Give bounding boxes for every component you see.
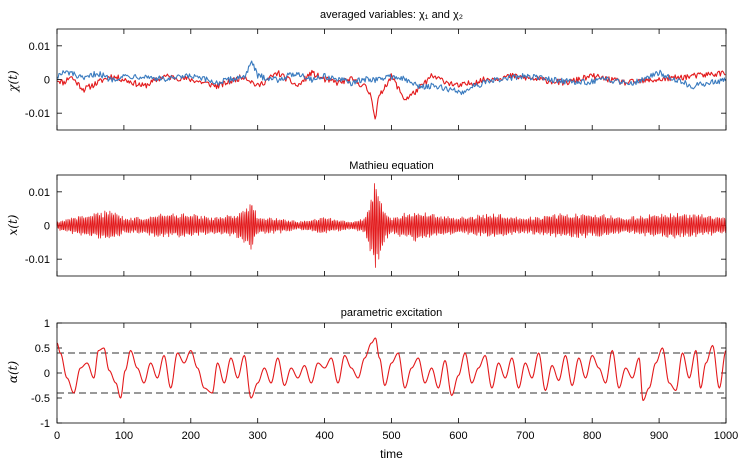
panel-alpha-ylabel: α(t) xyxy=(6,361,20,384)
series-line-blue xyxy=(56,60,726,96)
x-tick-label: 0 xyxy=(54,430,60,442)
panel-mathieu-series xyxy=(56,183,727,268)
x-tick-label: 1000 xyxy=(714,430,738,442)
x-tick-label: 300 xyxy=(249,430,267,442)
y-tick-label: 0.5 xyxy=(35,343,50,355)
panel-chi-title: averaged variables: χ₁ and χ₂ xyxy=(320,9,463,21)
y-tick-label: -0.01 xyxy=(25,254,50,266)
panel-mathieu-ylabel: x(t) xyxy=(6,214,20,235)
x-tick-label: 600 xyxy=(449,430,467,442)
panel-chi-series xyxy=(56,60,726,120)
y-tick-label: 0 xyxy=(44,221,50,233)
y-tick-label: -0.01 xyxy=(25,108,50,120)
panel-mathieu-frame xyxy=(56,174,727,277)
x-tick-label: 200 xyxy=(182,430,200,442)
y-tick-label: 0 xyxy=(44,368,50,380)
x-tick-label: 400 xyxy=(315,430,333,442)
x-axis-label: time xyxy=(380,447,403,461)
y-tick-label: -1 xyxy=(40,418,50,430)
panel-mathieu: Mathieu equation x(t) -0.01 0 0.01 xyxy=(6,160,727,277)
panel-alpha-title: parametric excitation xyxy=(341,307,443,319)
panel-alpha-series xyxy=(56,337,727,402)
panel-chi-ylabel: χ(t) xyxy=(6,70,20,93)
panel-chi-frame xyxy=(56,28,727,131)
x-tick-label: 700 xyxy=(516,430,534,442)
y-tick-label: -0.5 xyxy=(31,393,50,405)
series-line-red xyxy=(56,183,727,268)
panel-chi-ticks: -0.01 0 0.01 xyxy=(25,29,727,130)
series-line-red xyxy=(56,69,726,120)
series-line-red xyxy=(56,337,727,402)
y-tick-label: 0 xyxy=(44,75,50,87)
y-tick-label: 1 xyxy=(44,318,50,330)
panel-mathieu-title: Mathieu equation xyxy=(349,160,433,172)
panel-alpha: parametric excitation α(t) 0 100 200 300 400… xyxy=(6,307,738,442)
y-tick-label: 0.01 xyxy=(29,41,50,53)
x-tick-label: 100 xyxy=(115,430,133,442)
y-tick-label: 0.01 xyxy=(29,187,50,199)
x-tick-label: 900 xyxy=(650,430,668,442)
panel-chi: averaged variables: χ₁ and χ₂ χ(t) -0.01… xyxy=(6,9,727,131)
panel-alpha-frame xyxy=(56,322,727,424)
x-tick-label: 500 xyxy=(382,430,400,442)
x-tick-label: 800 xyxy=(583,430,601,442)
